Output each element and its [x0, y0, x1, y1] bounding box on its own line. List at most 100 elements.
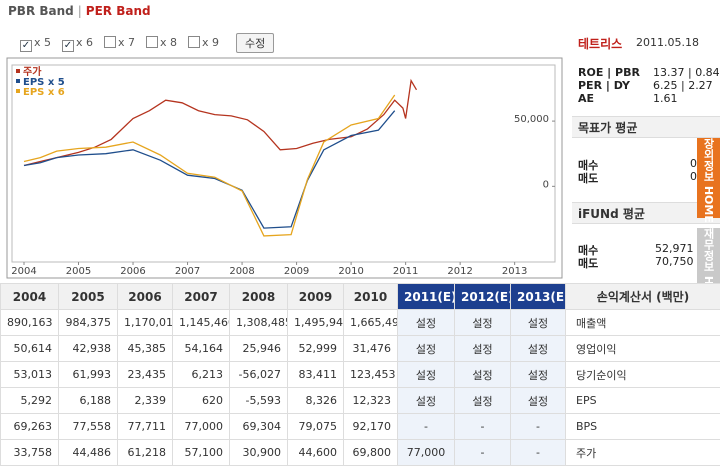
cell: 123,453 [344, 362, 398, 388]
cell: 31,476 [344, 336, 398, 362]
cell: 50,614 [1, 336, 59, 362]
option[interactable]: x 7 [104, 36, 135, 49]
row: 890,163984,3751,170,0191,145,4601,308,48… [1, 310, 720, 336]
value: 70,750 [655, 255, 694, 268]
cell: 52,999 [288, 336, 344, 362]
cell: 1,170,019 [118, 310, 173, 336]
cell[interactable]: - [511, 414, 566, 440]
cell[interactable]: - [511, 440, 566, 466]
side-tab[interactable]: 장외정보 HOME [697, 138, 720, 218]
cell: 42,938 [59, 336, 118, 362]
cell: 매출액 [566, 310, 720, 336]
cell: 890,163 [1, 310, 59, 336]
header-cell: 2012(E) [455, 284, 511, 310]
cell: BPS [566, 414, 720, 440]
cell[interactable]: 77,000 [398, 440, 455, 466]
cell[interactable]: 설정 [455, 362, 511, 388]
cell: 44,600 [288, 440, 344, 466]
header-cell: 2005 [59, 284, 118, 310]
value: 52,971 [655, 242, 694, 255]
cell: 44,486 [59, 440, 118, 466]
tab[interactable]: PBR Band [8, 4, 74, 18]
cell[interactable]: 설정 [511, 362, 566, 388]
cell: 5,292 [1, 388, 59, 414]
cell: 영업이익 [566, 336, 720, 362]
section-title: 목표가 평균 [572, 116, 720, 138]
tabs: PBR Band|PER Band [8, 4, 151, 18]
option-label: x 6 [76, 36, 93, 49]
cell[interactable]: 설정 [398, 362, 455, 388]
option-label: x 9 [202, 36, 219, 49]
option-label: x 8 [160, 36, 177, 49]
header-cell: 2011(E) [398, 284, 455, 310]
y-tick-label: 50,000 [514, 114, 549, 125]
checkbox [104, 36, 116, 48]
cell: 30,900 [230, 440, 288, 466]
x-tick-label: 2012 [447, 266, 472, 277]
ratio-value: 6.25 | 2.27 [653, 79, 713, 92]
cell: 1,495,947 [288, 310, 344, 336]
value: 0 [690, 170, 697, 183]
cell: 53,013 [1, 362, 59, 388]
header-cell: 2009 [288, 284, 344, 310]
cell[interactable]: 설정 [455, 310, 511, 336]
cell: 61,993 [59, 362, 118, 388]
edit-button[interactable]: 수정 [236, 33, 274, 53]
cell: 79,075 [288, 414, 344, 440]
tab[interactable]: PER Band [86, 4, 151, 18]
cell: 92,170 [344, 414, 398, 440]
cell[interactable]: 설정 [398, 388, 455, 414]
cell: 당기순이익 [566, 362, 720, 388]
stock-name[interactable]: 테트리스 [578, 35, 622, 52]
x-tick-label: 2011 [393, 266, 418, 277]
option-label: x 7 [118, 36, 135, 49]
cell: 77,000 [173, 414, 230, 440]
cell[interactable]: 설정 [511, 336, 566, 362]
x-tick-label: 2007 [175, 266, 200, 277]
y-tick-label: 0 [543, 179, 549, 190]
label: 매도 [578, 255, 598, 271]
cell[interactable]: 설정 [511, 388, 566, 414]
cell: 6,188 [59, 388, 118, 414]
header-cell: 2006 [118, 284, 173, 310]
ratio-value: 13.37 | 0.84 [653, 66, 720, 79]
cell: 23,435 [118, 362, 173, 388]
page: {"tabs": ["PBR Band", "PER Band"], "opti… [0, 0, 720, 442]
header-cell: 2010 [344, 284, 398, 310]
cell[interactable]: - [455, 440, 511, 466]
cell[interactable]: - [398, 414, 455, 440]
cell[interactable]: 설정 [398, 336, 455, 362]
legend-swatch [16, 89, 20, 93]
ratio-value: 1.61 [653, 92, 678, 105]
cell: 1,145,460 [173, 310, 230, 336]
option[interactable]: ✓x 5 [20, 36, 51, 52]
checkbox: ✓ [62, 40, 74, 52]
cell[interactable]: 설정 [398, 310, 455, 336]
legend-swatch [16, 79, 20, 83]
cell: 주가 [566, 440, 720, 466]
cell[interactable]: - [455, 414, 511, 440]
option[interactable]: ✓x 6 [62, 36, 93, 52]
x-tick-label: 2009 [284, 266, 309, 277]
cell: 69,800 [344, 440, 398, 466]
legend-swatch [16, 69, 20, 73]
header-cell: 2008 [230, 284, 288, 310]
label: 매도 [578, 170, 598, 186]
cell: -5,593 [230, 388, 288, 414]
cell[interactable]: 설정 [455, 336, 511, 362]
cell: 25,946 [230, 336, 288, 362]
option[interactable]: x 8 [146, 36, 177, 49]
cell: 620 [173, 388, 230, 414]
cell[interactable]: 설정 [511, 310, 566, 336]
cell[interactable]: 설정 [455, 388, 511, 414]
x-tick-label: 2008 [229, 266, 254, 277]
option[interactable]: x 9 [188, 36, 219, 49]
ratio-label: ROE | PBR [578, 66, 640, 79]
